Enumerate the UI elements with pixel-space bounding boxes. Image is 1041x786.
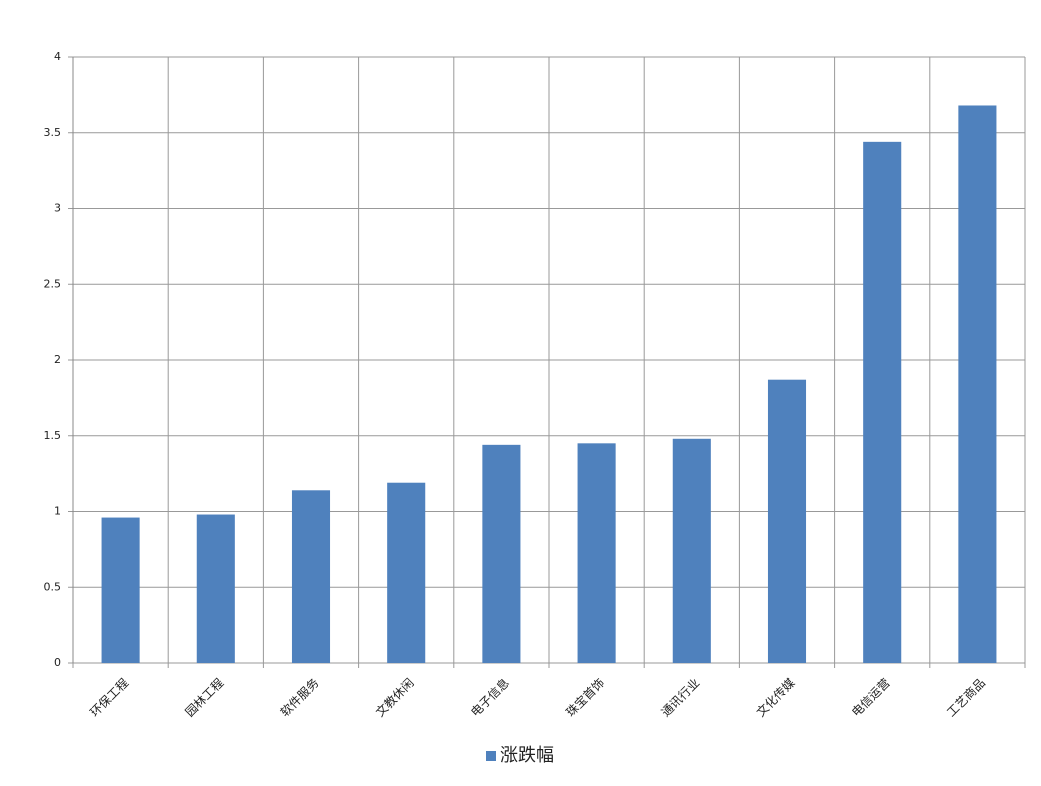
bar xyxy=(387,482,426,663)
bar xyxy=(958,105,997,664)
y-tick-label: 3 xyxy=(54,202,61,215)
bar xyxy=(291,490,331,663)
bar xyxy=(672,438,711,663)
y-tick-label: 0.5 xyxy=(44,580,62,593)
y-tick-label: 3.5 xyxy=(44,126,62,139)
bar xyxy=(482,444,521,663)
y-tick-label: 4 xyxy=(54,50,61,63)
x-tick-label: 工艺商品 xyxy=(943,675,988,720)
x-tick-label: 电子信息 xyxy=(467,675,512,720)
y-tick-label: 1.5 xyxy=(44,429,62,442)
y-tick-label: 1 xyxy=(54,505,61,518)
y-tick-label: 0 xyxy=(54,656,61,669)
bar xyxy=(863,141,902,664)
x-tick-label: 电信运营 xyxy=(849,676,893,720)
x-tick-label: 软件服务 xyxy=(277,675,322,720)
x-tick-label: 园林工程 xyxy=(182,675,227,720)
bar xyxy=(577,443,616,663)
x-tick-label: 文教休闲 xyxy=(372,675,417,720)
legend-label: 涨跌幅 xyxy=(500,745,554,766)
y-tick-label: 2 xyxy=(54,353,61,366)
x-tick-label: 通讯行业 xyxy=(659,676,703,720)
y-tick-label: 2.5 xyxy=(44,277,62,290)
x-tick-label: 珠宝首饰 xyxy=(563,676,607,720)
bar xyxy=(196,514,235,663)
x-tick-label: 文化传媒 xyxy=(753,675,798,720)
bar xyxy=(101,517,140,663)
bar xyxy=(767,379,807,663)
legend-swatch xyxy=(486,751,496,761)
x-tick-label: 环保工程 xyxy=(87,675,132,720)
